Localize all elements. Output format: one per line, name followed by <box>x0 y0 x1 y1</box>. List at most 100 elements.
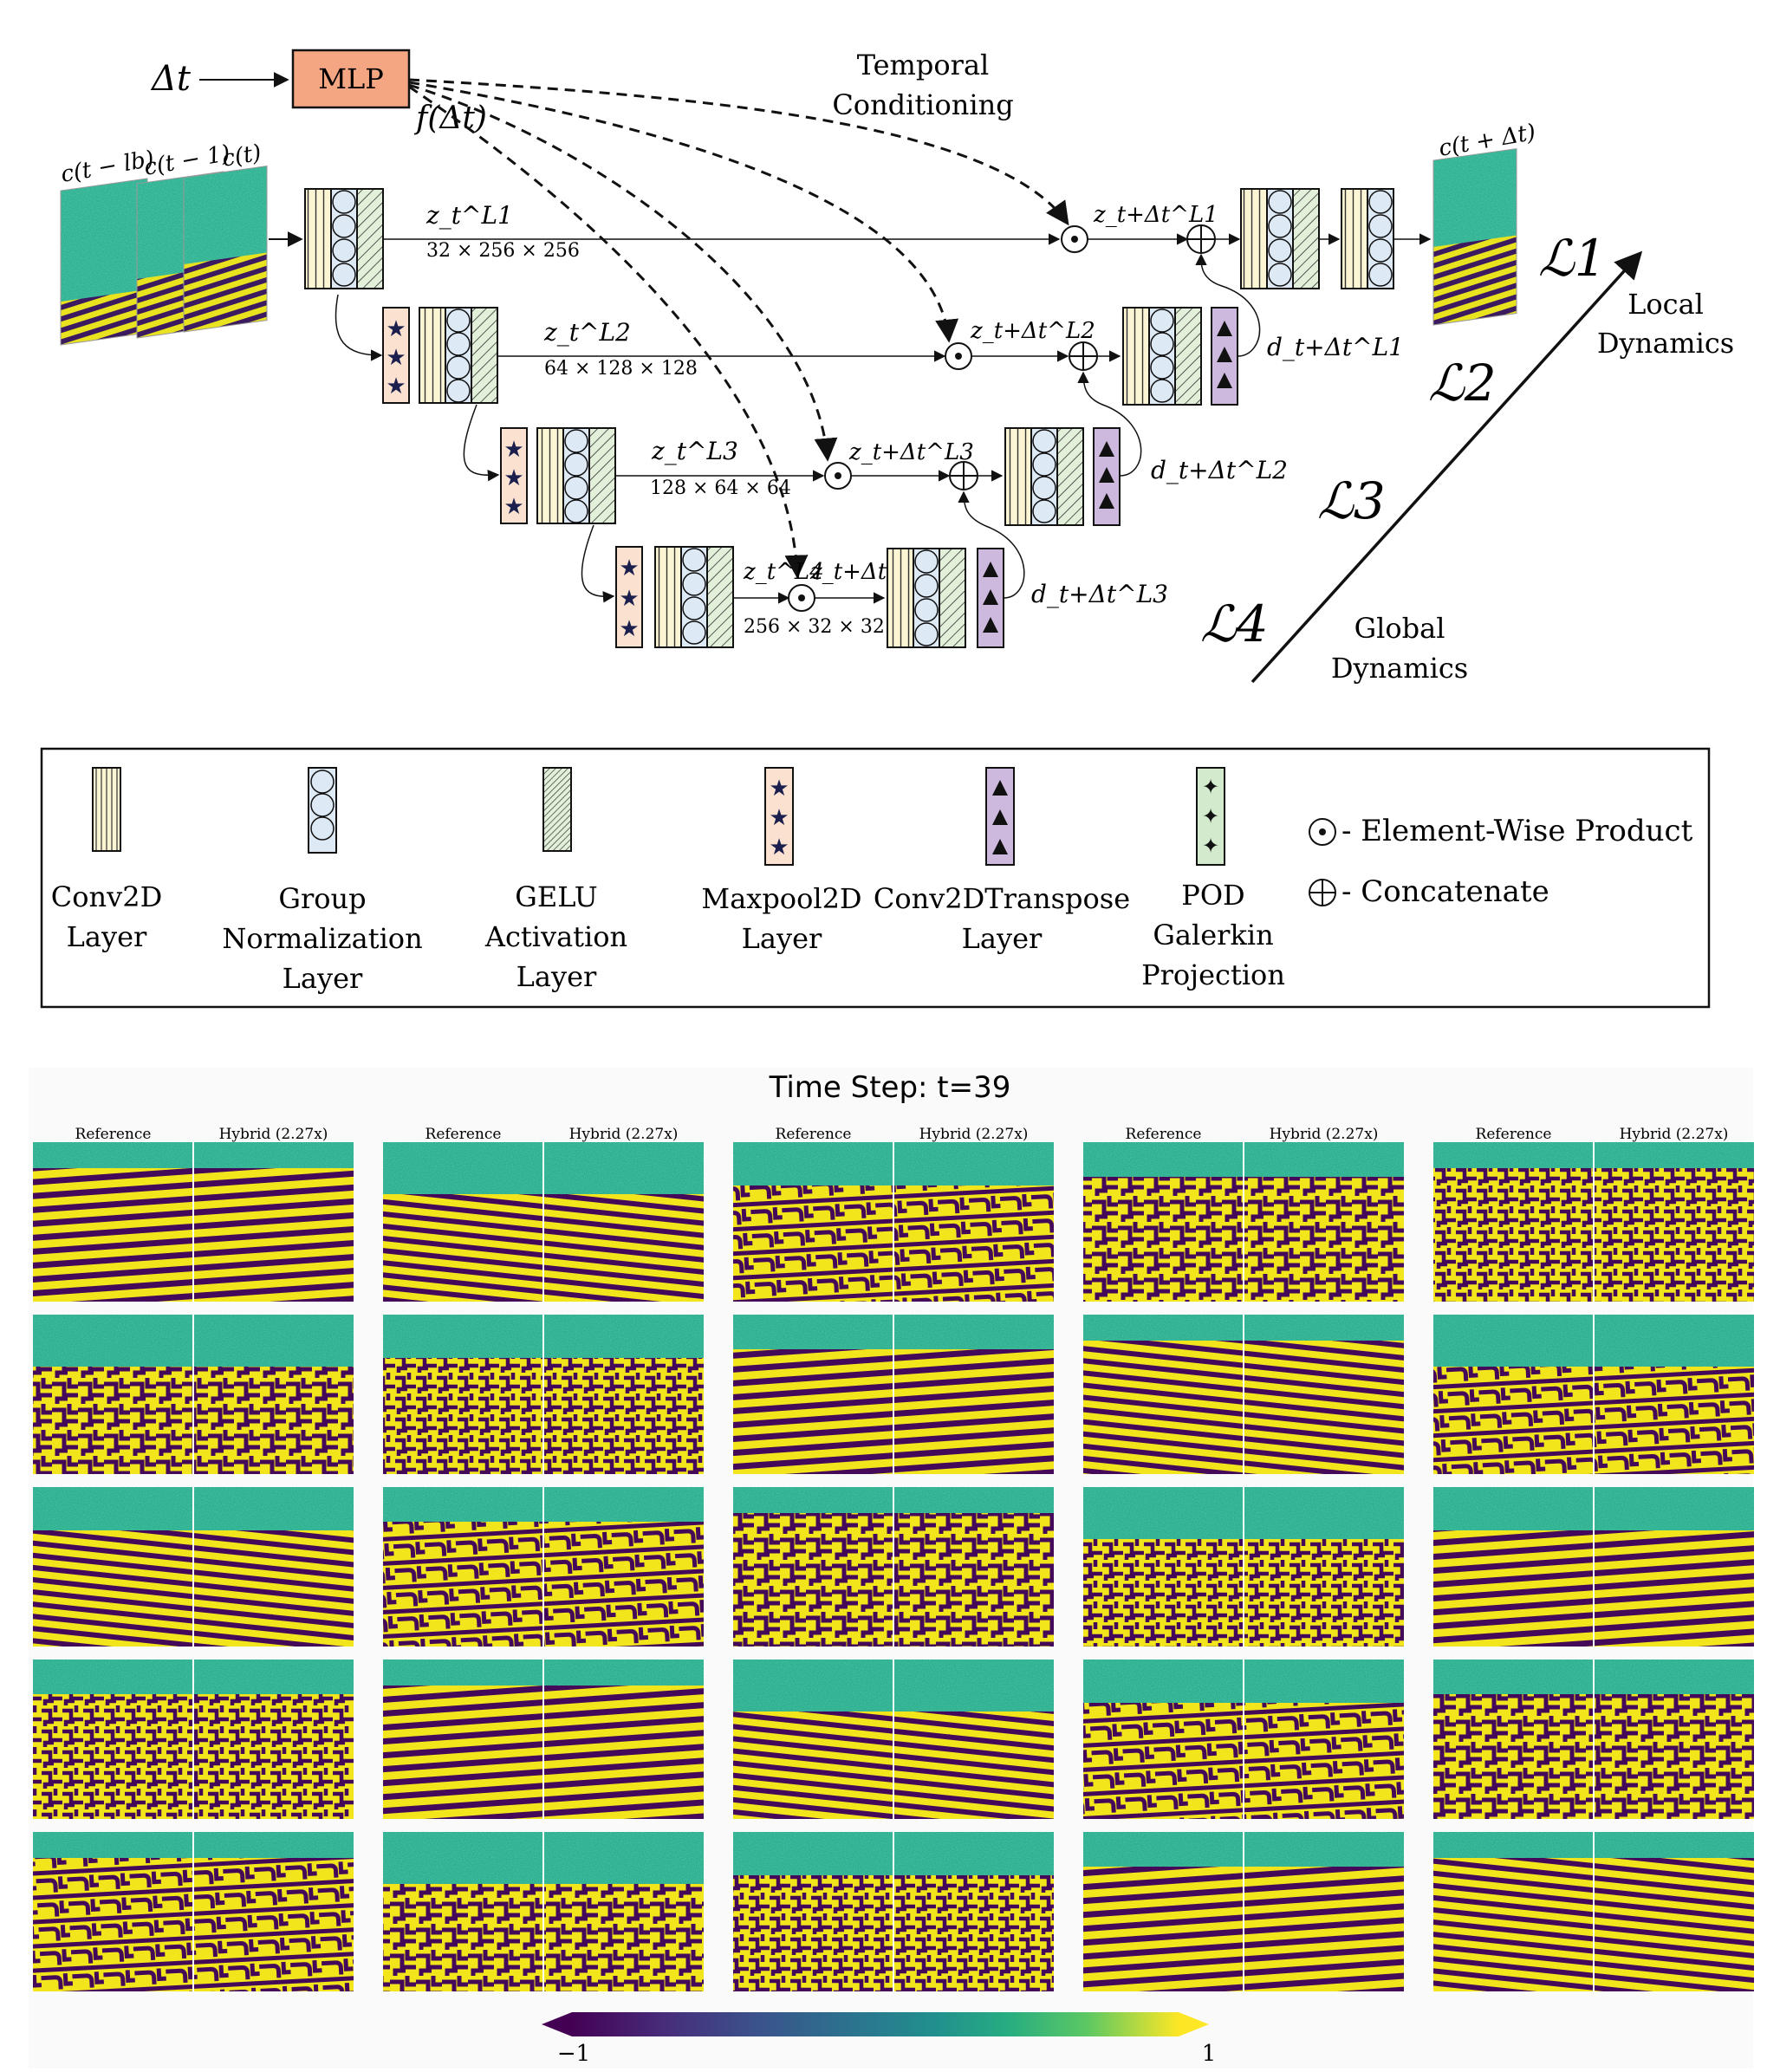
svg-text:✦: ✦ <box>1202 804 1219 828</box>
legend-pod-swatch: ✦ ✦ ✦ <box>1196 767 1225 866</box>
down-arrow-l3-l4 <box>581 524 615 603</box>
input-frames: c(t − lb) c(t − 1) c(t) <box>59 140 268 346</box>
legend-maxpool-line1: Maxpool2D <box>701 882 861 915</box>
sim-panel <box>1433 1315 1754 1474</box>
sim-panel <box>1083 1832 1404 1991</box>
legend-conv2d-line2: Layer <box>67 920 147 953</box>
input-frame-3 <box>183 165 268 333</box>
results-section: Time Step: t=39 Reference Hybrid (2.27x) R… <box>29 1068 1754 2069</box>
cond-latent-l3: z_t+Δt^L3 <box>848 439 974 465</box>
up-arrow-l3-l2 <box>1077 371 1142 477</box>
decoder-l3 <box>1004 427 1121 526</box>
latent-l3-shape: 128 × 64 × 64 <box>650 477 791 499</box>
svg-text:✦: ✦ <box>1202 775 1219 799</box>
down-arrow-l1-l2 <box>335 294 383 361</box>
legend-product-label: - Element-Wise Product <box>1341 814 1693 848</box>
results-title: Time Step: t=39 <box>769 1070 1011 1105</box>
colorbar-max-label: 1 <box>1202 2041 1217 2067</box>
sim-panel <box>33 1315 354 1474</box>
svg-text:★: ★ <box>769 805 789 831</box>
sim-panel <box>33 1832 354 1991</box>
decoder-out-l3: d_t+Δt^L3 <box>1031 580 1168 608</box>
down-arrow-l2-l3 <box>463 404 500 482</box>
legend-groupnorm-line3: Layer <box>283 962 363 995</box>
legend-pod-line3: Projection <box>1141 958 1285 991</box>
svg-text:★: ★ <box>503 437 523 463</box>
legend-conv2d-swatch <box>92 767 121 852</box>
legend-gelu-line3: Layer <box>516 960 597 993</box>
decoder-l4 <box>887 548 1004 648</box>
latent-l4-shape: 256 × 32 × 32 <box>744 616 885 638</box>
legend-maxpool-line2: Layer <box>742 922 822 955</box>
cond-arrow-l4 <box>408 85 809 579</box>
col-header-hybrid: Hybrid (2.27x) <box>569 1126 679 1143</box>
sim-panel <box>733 1315 1054 1474</box>
sim-panel <box>1083 1660 1404 1819</box>
sim-panel <box>383 1487 704 1647</box>
legend-groupnorm-line2: Normalization <box>222 922 422 955</box>
architecture-diagram: Δt MLP f(Δt) Temporal Conditioning <box>59 49 1734 685</box>
conditioning-arrows <box>408 78 1069 579</box>
legend-gelu-line1: GELU <box>515 880 597 913</box>
decoder-l1 <box>1240 188 1432 289</box>
svg-text:★: ★ <box>503 465 523 491</box>
decoder-out-l1: d_t+Δt^L1 <box>1267 333 1404 361</box>
encoder-l4: ★ ★ ★ <box>615 546 734 648</box>
mlp-output-label: f(Δt) <box>413 101 487 136</box>
sim-panel <box>1083 1315 1404 1474</box>
legend-groupnorm-line1: Group <box>278 882 366 915</box>
mlp-label: MLP <box>318 62 384 95</box>
col-header-reference: Reference <box>426 1126 502 1143</box>
results-grid: Reference Hybrid (2.27x) Reference Hybrid (… <box>33 1126 1754 1991</box>
svg-text:✦: ✦ <box>1202 834 1219 858</box>
svg-text:★: ★ <box>769 776 789 802</box>
temporal-conditioning-line2: Conditioning <box>832 88 1013 121</box>
cond-arrow-l2 <box>408 81 959 343</box>
svg-text:★: ★ <box>503 494 523 520</box>
legend-conv2dtranspose-line2: Layer <box>962 922 1043 955</box>
svg-text:★: ★ <box>619 616 639 642</box>
scale-axis <box>1251 250 1643 684</box>
legend-pod-line2: Galerkin <box>1153 919 1273 952</box>
cond-latent-l2: z_t+Δt^L2 <box>970 318 1095 344</box>
colorbar-min-extend <box>542 2012 572 2036</box>
colorbar: −1 1 <box>542 2012 1216 2067</box>
latent-l4-name: z_t^L4 <box>743 559 824 585</box>
temporal-conditioning-line1: Temporal <box>857 49 990 81</box>
mlp-block <box>291 49 411 109</box>
sim-panel <box>1433 1832 1754 1991</box>
sim-panel <box>733 1660 1054 1819</box>
col-header-reference: Reference <box>1476 1126 1552 1143</box>
output-frame <box>1432 147 1517 326</box>
sim-panel <box>33 1660 354 1819</box>
scale-label-l3: ℒ3 <box>1317 471 1386 530</box>
legend-conv2dtranspose-line1: Conv2DTranspose <box>874 882 1130 915</box>
global-dynamics-line2: Dynamics <box>1331 652 1468 685</box>
cond-arrow-l3 <box>408 83 838 462</box>
up-arrow-l4-l3 <box>958 490 1025 599</box>
sim-panel <box>383 1832 704 1991</box>
global-dynamics-line1: Global <box>1354 612 1445 645</box>
latent-l1-name: z_t^L1 <box>426 201 513 230</box>
col-header-hybrid: Hybrid (2.27x) <box>1620 1126 1729 1143</box>
scale-label-l1: ℒ1 <box>1538 229 1607 288</box>
legend-conv2dtranspose-swatch <box>985 767 1015 866</box>
sim-panel <box>1083 1142 1404 1302</box>
svg-text:★: ★ <box>769 835 789 861</box>
colorbar-min-label: −1 <box>557 2041 590 2067</box>
scale-label-l4: ℒ4 <box>1200 594 1269 653</box>
svg-text:★: ★ <box>386 373 406 399</box>
cond-latent-l1: z_t+Δt^L1 <box>1093 202 1218 228</box>
latent-l1-shape: 32 × 256 × 256 <box>426 240 580 262</box>
colorbar-max-extend <box>1179 2012 1209 2036</box>
col-header-reference: Reference <box>776 1126 852 1143</box>
sim-panel <box>383 1660 704 1819</box>
sim-panel <box>383 1315 704 1474</box>
latent-l2-shape: 64 × 128 × 128 <box>544 358 698 380</box>
sim-panel <box>733 1487 1054 1647</box>
svg-text:★: ★ <box>386 345 406 371</box>
encoder-l1 <box>304 188 384 289</box>
cond-arrow-l1 <box>408 78 1069 226</box>
